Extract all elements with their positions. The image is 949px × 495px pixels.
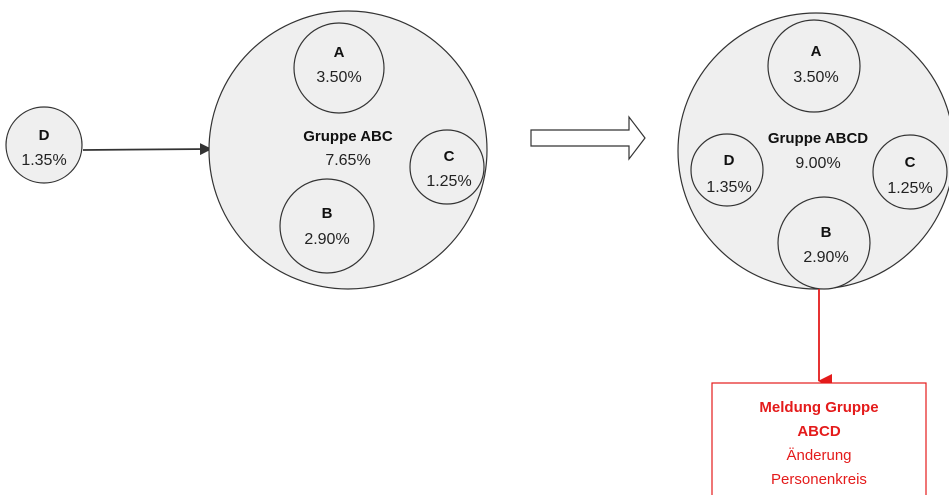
right-member-a-label: A — [811, 43, 822, 60]
left-node-d-value: 1.35% — [21, 152, 66, 169]
right-member-d-label: D — [724, 152, 735, 169]
right-member-d: D 1.35% — [690, 133, 764, 207]
left-node-d: D 1.35% — [5, 106, 83, 184]
right-member-c-value: 1.25% — [887, 180, 932, 197]
transition-arrow-icon — [530, 115, 646, 161]
right-group-total: 9.00% — [795, 155, 840, 172]
left-member-b-value: 2.90% — [304, 231, 349, 248]
left-node-d-label: D — [39, 127, 50, 144]
left-member-b: B 2.90% — [279, 178, 375, 274]
right-member-c: C 1.25% — [872, 134, 948, 210]
left-group-abc: Gruppe ABC 7.65% A 3.50% B 2.90% C 1.25% — [208, 10, 488, 290]
notice-line3: Änderung — [786, 447, 851, 464]
right-member-d-value: 1.35% — [706, 179, 751, 196]
left-member-a-label: A — [334, 44, 345, 61]
left-member-c-label: C — [444, 148, 455, 165]
left-member-c-value: 1.25% — [426, 173, 471, 190]
right-member-b-label: B — [821, 224, 832, 241]
join-arrow — [82, 143, 212, 156]
left-member-a-value: 3.50% — [316, 69, 361, 86]
notice-box: Meldung Gruppe ABCD Änderung Personenkre… — [711, 382, 927, 495]
right-group-title: Gruppe ABCD — [768, 130, 868, 147]
left-group-title: Gruppe ABC — [303, 128, 393, 145]
left-member-c: C 1.25% — [409, 129, 485, 205]
right-group-abcd: Gruppe ABCD 9.00% A 3.50% B 2.90% C 1.25… — [677, 12, 949, 290]
notice-title-line2: ABCD — [797, 423, 840, 440]
right-member-a: A 3.50% — [767, 19, 861, 113]
left-member-a: A 3.50% — [293, 22, 385, 114]
left-group-total: 7.65% — [325, 152, 370, 169]
right-member-b-value: 2.90% — [803, 249, 848, 266]
notice-line4: Personenkreis — [771, 471, 867, 488]
notice-title-line1: Meldung Gruppe — [759, 399, 878, 416]
right-member-b: B 2.90% — [777, 196, 871, 290]
left-member-b-label: B — [322, 205, 333, 222]
right-member-a-value: 3.50% — [793, 69, 838, 86]
right-member-c-label: C — [905, 154, 916, 171]
